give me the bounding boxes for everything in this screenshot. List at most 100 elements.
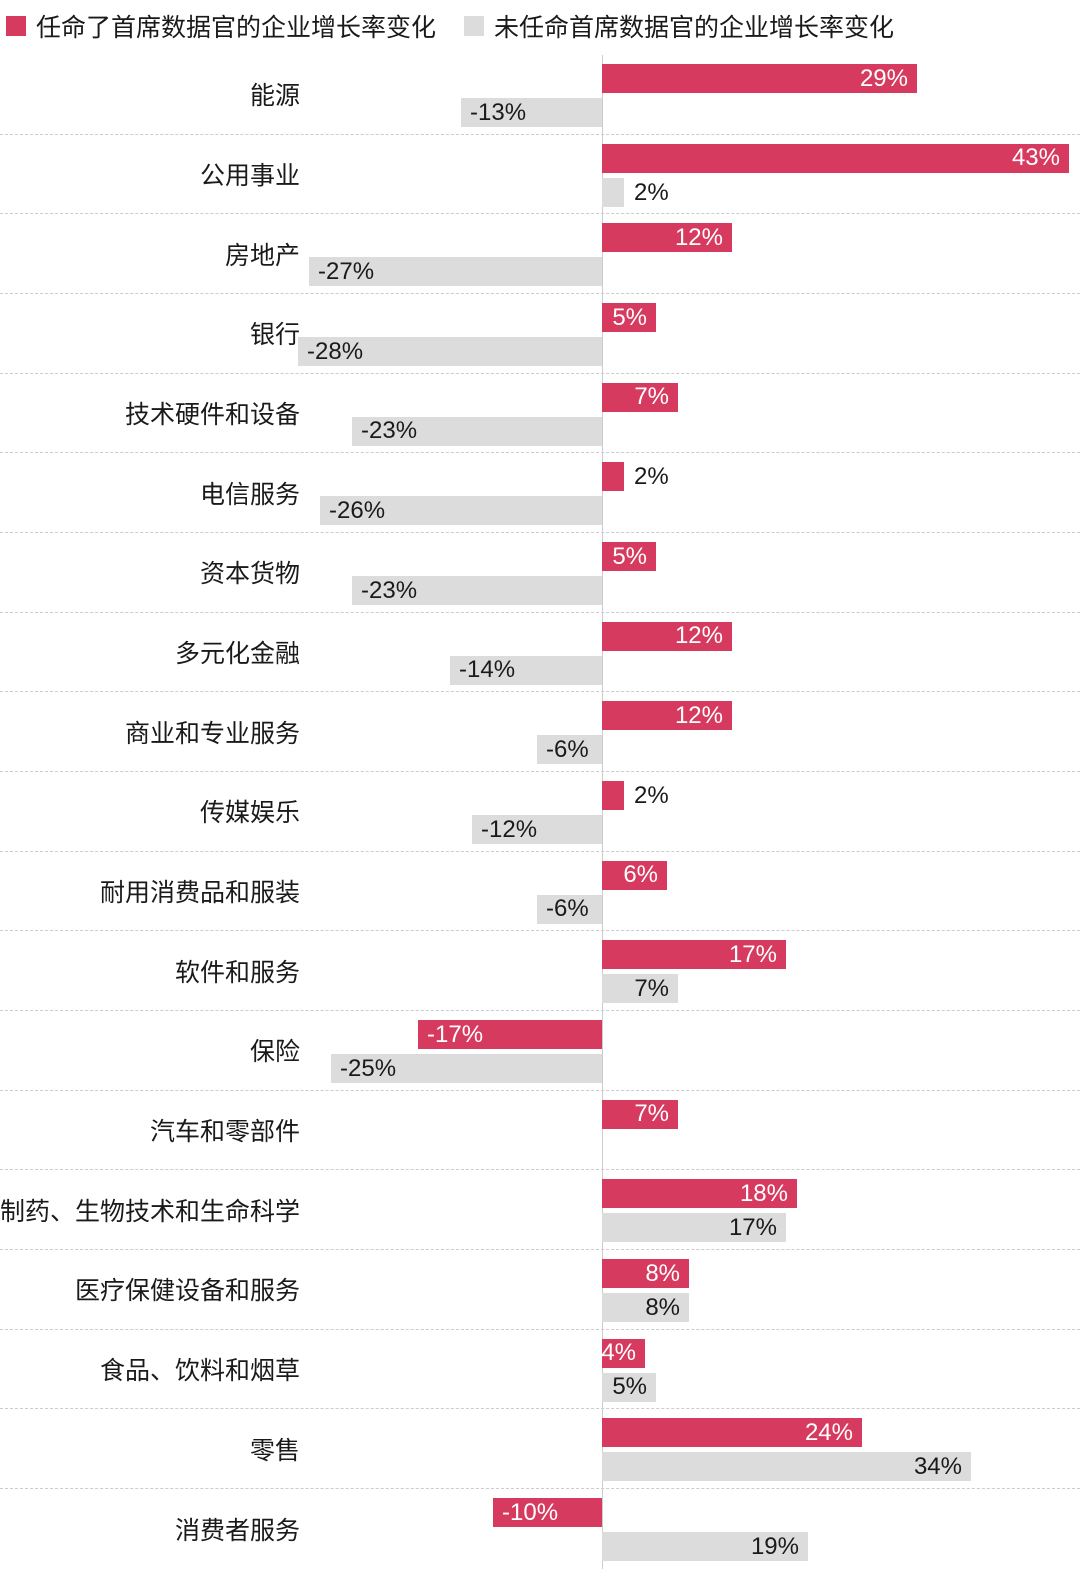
zero-axis-line [602,55,603,1569]
chart-row: 保险 -17% -25% [0,1011,1080,1091]
chart-row: 多元化金融 12% -14% [0,613,1080,693]
cdo-appointed-bar: 5% [602,303,656,333]
no-cdo-bar: -12% [472,815,602,845]
cdo-appointed-bar: 4% [601,1338,645,1368]
cdo-appointed-bar: 8% [602,1259,689,1289]
value-label: -27% [318,257,375,285]
no-cdo-bar: 34% [602,1452,971,1482]
category-label: 保险 [249,1038,300,1067]
category-label: 医疗保健设备和服务 [74,1277,300,1306]
no-cdo-bar: -25% [331,1054,602,1084]
chart-row: 公用事业 43% 2% [0,135,1080,215]
no-cdo-bar: -26% [320,496,602,526]
legend: 任命了首席数据官的企业增长率变化 未任命首席数据官的企业增长率变化 [6,8,894,44]
value-label: -12% [481,815,538,843]
chart-row: 能源 29% -13% [0,55,1080,135]
cdo-appointed-bar [602,781,624,811]
value-label: 29% [859,64,908,92]
value-label: -25% [340,1054,397,1082]
cdo-appointed-bar: 12% [602,223,732,253]
no-cdo-bar: -23% [352,416,602,446]
legend-item-no-cdo[interactable]: 未任命首席数据官的企业增长率变化 [464,8,894,44]
legend-label-no-cdo: 未任命首席数据官的企业增长率变化 [494,14,895,42]
cdo-appointed-bar: 18% [602,1179,797,1209]
value-label: -23% [361,417,418,445]
chart-row: 资本货物 5% -23% [0,533,1080,613]
value-label: 5% [612,1373,647,1401]
value-label: 2% [634,782,669,810]
value-label: 43% [1011,144,1060,172]
legend-label-cdo-appointed: 任命了首席数据官的企业增长率变化 [36,14,437,42]
chart-row: 医疗保健设备和服务 8% 8% [0,1250,1080,1330]
value-label: 4% [601,1339,636,1367]
chart-row: 房地产 12% -27% [0,214,1080,295]
bar-chart-plot: 能源 29% -13% 公用事业 43% 2% 房地产 12% -27% 银行 5% -28% 技术硬件… [0,55,1080,1569]
value-label: 2% [634,178,669,206]
chart-row: 银行 5% -28% [0,294,1080,374]
chart-row: 技术硬件和设备 7% -23% [0,374,1080,454]
chart-row: 制药、生物技术和生命科学 18% 17% [0,1170,1080,1251]
chart-row: 商业和专业服务 12% -6% [0,692,1080,773]
chart-row: 食品、饮料和烟草 4% 5% [0,1330,1080,1410]
value-label: -6% [546,735,589,763]
no-cdo-bar: 19% [602,1532,808,1562]
value-label: 6% [623,861,658,889]
value-label: 5% [612,303,647,331]
value-label: 19% [750,1532,799,1560]
category-label: 电信服务 [199,480,300,509]
value-label: 8% [645,1259,680,1287]
value-label: 7% [634,1100,669,1128]
no-cdo-bar [602,177,624,207]
no-cdo-bar: -14% [450,655,602,685]
cdo-appointed-bar: 29% [602,64,917,93]
value-label: 5% [612,542,647,570]
value-label: 12% [674,701,723,729]
chart-row: 传媒娱乐 2% -12% [0,772,1080,852]
value-label: 18% [739,1179,788,1207]
category-label: 传媒娱乐 [199,799,300,828]
value-label: -26% [329,496,386,524]
cdo-appointed-bar: 12% [602,701,732,731]
chart-row: 耐用消费品和服装 6% -6% [0,852,1080,932]
category-label: 房地产 [224,241,300,270]
chart-row: 汽车和零部件 7% [0,1091,1080,1171]
cdo-appointed-bar [602,462,624,492]
value-label: -10% [502,1498,559,1526]
no-cdo-bar: -27% [309,257,602,287]
value-label: -23% [361,576,418,604]
chart-row: 软件和服务 17% 7% [0,931,1080,1012]
category-label: 软件和服务 [174,958,300,987]
category-label: 商业和专业服务 [124,719,300,748]
value-label: 12% [674,223,723,251]
chart-row: 消费者服务 -10% 19% [0,1489,1080,1569]
value-label: -17% [427,1020,484,1048]
category-label: 技术硬件和设备 [124,401,300,430]
category-label: 零售 [249,1436,300,1465]
value-label: 24% [804,1418,853,1446]
no-cdo-bar: 7% [602,974,678,1004]
cdo-appointed-bar: 43% [602,143,1069,173]
value-label: -28% [307,337,364,365]
no-cdo-bar: -23% [352,576,602,606]
category-label: 能源 [249,82,300,111]
cdo-appointed-bar: 17% [602,940,786,970]
cdo-appointed-bar: 7% [602,382,678,412]
legend-item-cdo-appointed[interactable]: 任命了首席数据官的企业增长率变化 [6,8,436,44]
category-label: 银行 [249,321,300,350]
value-label: 8% [645,1293,680,1321]
cdo-appointed-bar: 12% [602,621,732,651]
chart-rows: 能源 29% -13% 公用事业 43% 2% 房地产 12% -27% 银行 5% -28% 技术硬件… [0,55,1080,1569]
value-label: -13% [470,98,527,126]
no-cdo-bar: -13% [461,98,602,127]
value-label: 17% [728,940,777,968]
value-label: -6% [546,895,589,923]
value-label: 34% [913,1452,962,1480]
category-label: 多元化金融 [174,640,300,669]
legend-swatch-cdo-appointed [6,16,26,36]
cdo-appointed-bar: 7% [602,1099,678,1129]
value-label: 12% [674,622,723,650]
cdo-appointed-bar: -10% [493,1498,602,1528]
category-label: 耐用消费品和服装 [99,879,300,908]
no-cdo-bar: -28% [298,337,602,367]
value-label: 7% [634,383,669,411]
